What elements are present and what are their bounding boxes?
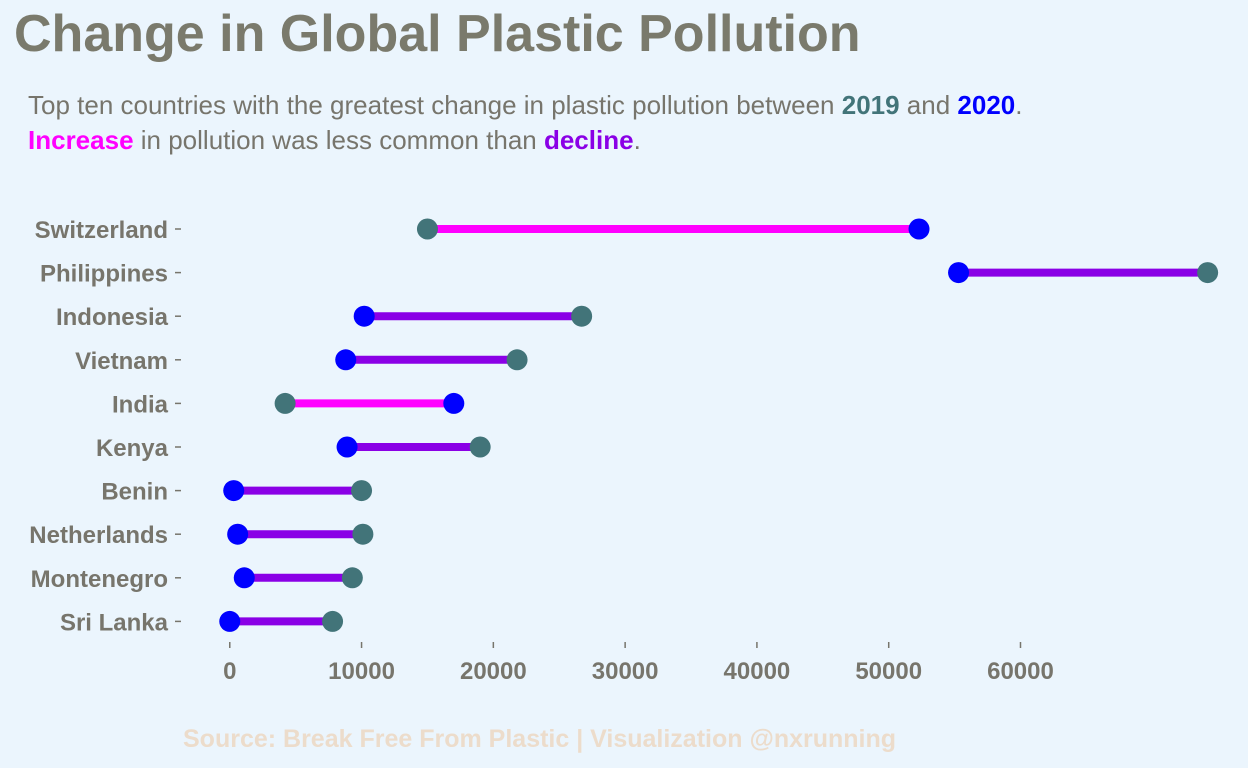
chart-title: Change in Global Plastic Pollution [14, 5, 861, 63]
point-2019 [416, 218, 438, 240]
point-2020 [908, 218, 930, 240]
point-2019 [352, 523, 374, 545]
point-2019 [1197, 262, 1219, 284]
point-2020 [335, 349, 357, 371]
x-tick-label: 30000 [592, 658, 659, 685]
x-tick-label: 60000 [987, 658, 1054, 685]
point-2020 [353, 305, 375, 327]
y-tick-label: Vietnam [75, 348, 168, 375]
point-2019 [341, 567, 363, 589]
subtitle-text: in pollution was less common than [133, 125, 544, 155]
y-tick-label: India [112, 391, 169, 418]
legend-year-2019: 2019 [841, 90, 900, 120]
y-tick-label: Philippines [40, 261, 168, 288]
subtitle-line-1: Top ten countries with the greatest chan… [28, 88, 1022, 123]
y-tick-label: Benin [101, 479, 168, 506]
subtitle-text: . [633, 125, 641, 155]
y-tick-label: Indonesia [56, 304, 169, 331]
point-2019 [274, 392, 296, 414]
point-2020 [443, 392, 465, 414]
x-tick-label: 20000 [460, 658, 527, 685]
subtitle-line-2: Increase in pollution was less common th… [28, 123, 1022, 158]
legend-decline: decline [543, 125, 634, 155]
x-tick-label: 50000 [855, 658, 922, 685]
y-tick-label: Montenegro [31, 566, 168, 593]
legend-increase: Increase [28, 125, 134, 155]
subtitle-text: and [899, 90, 958, 120]
subtitle-text: . [1015, 90, 1023, 120]
point-2020 [223, 480, 245, 502]
point-2019 [351, 480, 373, 502]
legend-year-2020: 2020 [957, 90, 1016, 120]
x-tick-label: 0 [223, 658, 236, 685]
y-tick-label: Netherlands [29, 522, 168, 549]
point-2020 [233, 567, 255, 589]
x-tick-label: 10000 [328, 658, 395, 685]
subtitle-text: Top ten countries with the greatest chan… [28, 90, 842, 120]
chart-subtitle: Top ten countries with the greatest chan… [28, 88, 1022, 158]
point-2019 [322, 610, 344, 632]
y-tick-label: Sri Lanka [60, 609, 169, 636]
point-2020 [227, 523, 249, 545]
y-tick-label: Kenya [96, 435, 169, 462]
y-tick-label: Switzerland [35, 217, 168, 244]
source-caption: Source: Break Free From Plastic | Visual… [183, 725, 897, 753]
point-2020 [948, 262, 970, 284]
point-2020 [219, 610, 241, 632]
point-2019 [571, 305, 593, 327]
point-2019 [469, 436, 491, 458]
point-2019 [506, 349, 528, 371]
point-2020 [336, 436, 358, 458]
x-tick-label: 40000 [724, 658, 791, 685]
